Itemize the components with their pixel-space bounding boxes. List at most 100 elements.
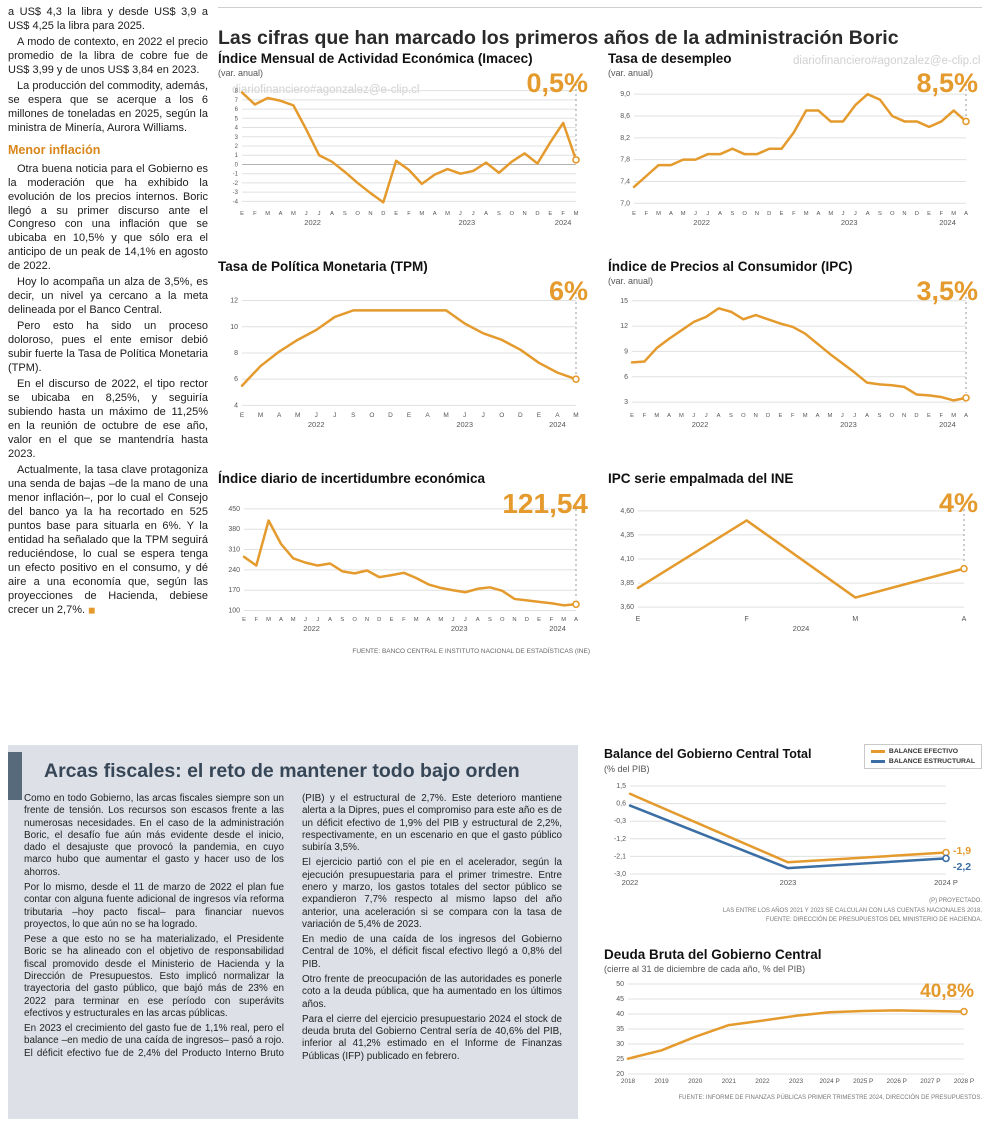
svg-text:-2,2: -2,2: [953, 861, 971, 873]
svg-text:J: J: [305, 211, 308, 217]
svg-text:S: S: [878, 211, 882, 217]
svg-text:F: F: [255, 617, 259, 623]
svg-text:F: F: [745, 616, 749, 623]
svg-text:D: D: [525, 617, 529, 623]
chart-title: IPC serie empalmada del INE: [608, 471, 794, 486]
svg-text:J: J: [692, 413, 695, 419]
svg-text:J: J: [464, 617, 467, 623]
svg-text:M: M: [438, 617, 443, 623]
svg-text:D: D: [535, 211, 539, 217]
svg-text:2024: 2024: [939, 218, 956, 227]
svg-text:F: F: [791, 413, 795, 419]
fiscal-panel-columns: Como en todo Gobierno, las arcas fiscale…: [24, 793, 562, 1093]
legend-swatch-estructural: [870, 760, 885, 763]
chart-title: Índice diario de incertidumbre económica: [218, 471, 486, 486]
svg-text:D: D: [381, 211, 385, 217]
legend-swatch-efectivo: [870, 750, 885, 753]
paragraph: Otro frente de preocupación de las autor…: [302, 973, 562, 1010]
svg-text:D: D: [766, 413, 770, 419]
svg-text:5: 5: [235, 116, 239, 122]
svg-text:E: E: [779, 413, 783, 419]
svg-text:2024 P: 2024 P: [819, 1078, 839, 1085]
svg-text:F: F: [402, 617, 406, 623]
paragraph: Otra buena noticia para el Gobierno es l…: [8, 162, 208, 273]
svg-text:O: O: [510, 211, 515, 217]
chart-subtitle: (var. anual): [608, 68, 654, 78]
svg-text:S: S: [877, 413, 881, 419]
svg-text:2021: 2021: [722, 1078, 737, 1085]
paragraph: LAS ENTRE LOS AÑOS 2021 Y 2023 SE CALCUL…: [722, 907, 982, 914]
svg-text:J: J: [463, 412, 466, 419]
svg-text:M: M: [656, 211, 661, 217]
svg-text:A: A: [718, 211, 722, 217]
svg-text:M: M: [419, 211, 424, 217]
left-article-column: a US$ 4,3 la libra y desde US$ 3,9 a US$…: [8, 6, 208, 620]
svg-text:F: F: [939, 413, 943, 419]
svg-text:M: M: [803, 413, 808, 419]
svg-text:40: 40: [616, 1011, 624, 1018]
svg-text:M: M: [258, 412, 263, 419]
svg-text:J: J: [841, 413, 844, 419]
svg-text:-2,1: -2,1: [614, 853, 626, 860]
svg-text:380: 380: [228, 526, 240, 533]
paragraph: En medio de una caída de los ingresos de…: [302, 934, 562, 970]
svg-text:E: E: [927, 211, 931, 217]
svg-text:1: 1: [235, 153, 239, 159]
svg-text:7: 7: [235, 98, 239, 104]
svg-text:M: M: [679, 413, 684, 419]
svg-text:A: A: [277, 412, 282, 419]
svg-text:2023: 2023: [451, 624, 468, 633]
svg-text:N: N: [902, 211, 906, 217]
svg-text:2022: 2022: [755, 1078, 770, 1085]
svg-text:M: M: [574, 211, 579, 217]
svg-text:9: 9: [624, 348, 628, 355]
svg-text:E: E: [242, 617, 246, 623]
svg-text:O: O: [741, 413, 746, 419]
chart-desempleo: Tasa de desempleo (var. anual) 8,5% 9,0 8…: [608, 50, 980, 252]
svg-text:2022: 2022: [304, 218, 321, 227]
svg-text:M: M: [291, 617, 296, 623]
svg-text:-2: -2: [233, 181, 239, 187]
svg-text:A: A: [962, 616, 967, 623]
svg-text:J: J: [316, 617, 319, 623]
svg-text:D: D: [914, 413, 918, 419]
svg-text:240: 240: [228, 567, 240, 574]
line-chart-ipc: 15 12 9 6 3 E F M A M J J A S O N D E F M A M J J A S O N D E F M A 2022 2…: [620, 292, 970, 429]
svg-text:A: A: [866, 211, 870, 217]
svg-text:A: A: [330, 211, 334, 217]
svg-text:2022: 2022: [692, 420, 709, 429]
svg-text:A: A: [717, 413, 721, 419]
panel-accent-bar: [8, 752, 22, 800]
svg-text:0: 0: [235, 162, 239, 168]
chart-title: Índice Mensual de Actividad Económica (I…: [218, 51, 533, 66]
chart-value-label: 3,5%: [916, 276, 978, 306]
source-note: FUENTE: BANCO CENTRAL E INSTITUTO NACION…: [352, 648, 590, 655]
svg-text:F: F: [792, 211, 796, 217]
svg-text:2023: 2023: [840, 420, 857, 429]
infographic-title: Las cifras que han marcado los primeros …: [218, 27, 899, 50]
svg-text:F: F: [643, 413, 647, 419]
svg-text:6: 6: [624, 374, 628, 381]
svg-text:7,4: 7,4: [620, 178, 630, 185]
svg-text:2022: 2022: [308, 420, 325, 429]
svg-text:N: N: [368, 211, 372, 217]
paragraph: En el discurso de 2022, el tipo rector s…: [8, 378, 208, 460]
chart-subtitle: [608, 487, 980, 500]
svg-text:310: 310: [228, 547, 240, 554]
svg-text:20: 20: [616, 1071, 624, 1078]
svg-text:M: M: [804, 211, 809, 217]
svg-text:1,5: 1,5: [616, 783, 626, 790]
svg-text:8: 8: [235, 89, 239, 95]
svg-text:2024: 2024: [793, 624, 810, 633]
paragraph: Pero esto ha sido un proceso doloroso, p…: [8, 320, 208, 375]
svg-text:F: F: [561, 211, 565, 217]
svg-text:A: A: [574, 617, 578, 623]
svg-text:O: O: [500, 617, 505, 623]
line-chart-ipc-empalmada: 4,60 4,35 4,10 3,85 3,60E F M A 2024: [620, 504, 968, 633]
svg-text:4: 4: [234, 402, 238, 409]
paragraph: (P) PROYECTADO.: [929, 898, 982, 904]
article-paragraphs-top: a US$ 4,3 la libra y desde US$ 3,9 a US$…: [8, 6, 208, 136]
svg-text:M: M: [951, 413, 956, 419]
svg-text:9,0: 9,0: [620, 91, 630, 98]
